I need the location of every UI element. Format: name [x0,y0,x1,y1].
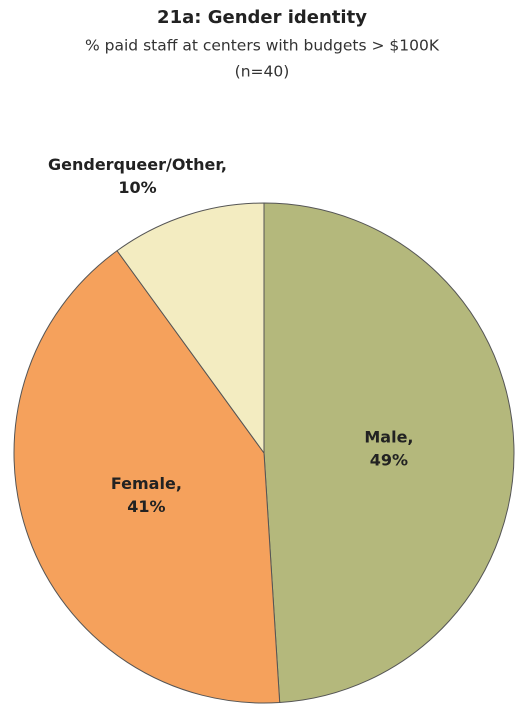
data-label: Female, [111,474,182,493]
chart-subtitle: % paid staff at centers with budgets > $… [85,37,440,55]
pie-slice [116,202,265,455]
data-label: 41% [127,497,165,516]
chart-subtitle: (n=40) [235,63,290,81]
data-label: 10% [118,178,156,197]
pie-slice [13,250,281,704]
data-label: Genderqueer/Other, [48,155,227,174]
pie-slice [263,202,515,704]
data-label: 49% [370,451,408,470]
chart-title: 21a: Gender identity [157,7,367,28]
data-label: Male, [364,428,413,447]
